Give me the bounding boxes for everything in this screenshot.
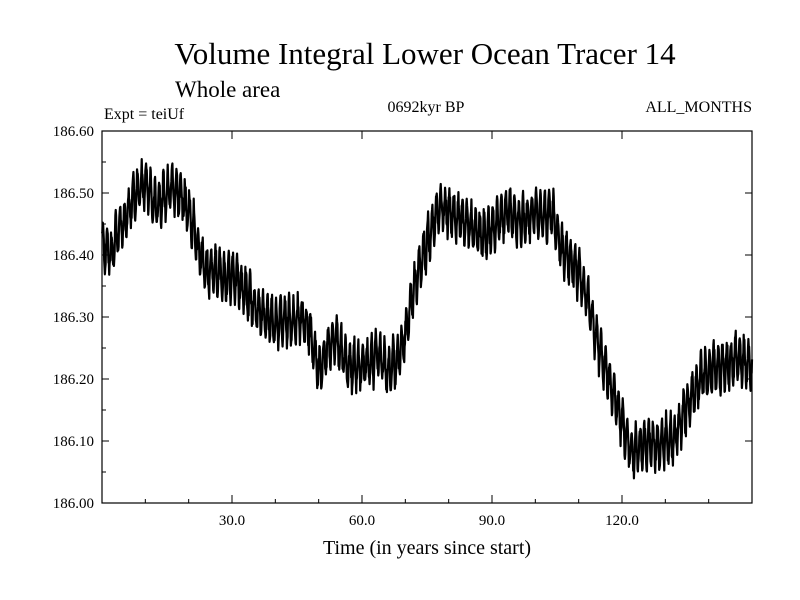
x-axis: 30.0 60.0 90.0 120.0 bbox=[144, 131, 710, 529]
y-tick-label: 186.10 bbox=[53, 434, 94, 450]
months-label: ALL_MONTHS bbox=[645, 99, 752, 116]
y-tick-label: 186.40 bbox=[53, 248, 94, 264]
x-tick-label: 90.0 bbox=[479, 513, 505, 529]
y-tick-label: 186.50 bbox=[53, 186, 94, 202]
x-axis-label: Time (in years since start) bbox=[323, 537, 531, 559]
period-label: 0692kyr BP bbox=[388, 99, 465, 116]
y-tick-label: 186.30 bbox=[53, 310, 94, 326]
x-tick-label: 30.0 bbox=[219, 513, 245, 529]
x-tick-label: 120.0 bbox=[605, 513, 639, 529]
y-tick-label: 186.00 bbox=[53, 496, 94, 512]
y-axis: 186.00 186.10 186.20 186.30 186.40 186.50 186.… bbox=[53, 124, 752, 512]
y-tick-label: 186.60 bbox=[53, 124, 94, 140]
x-tick-label: 60.0 bbox=[349, 513, 375, 529]
series-line bbox=[100, 158, 754, 480]
chart-title: Volume Integral Lower Ocean Tracer 14 bbox=[174, 36, 676, 71]
chart-subtitle: Whole area bbox=[175, 77, 280, 102]
expt-label: Expt = teiUf bbox=[104, 106, 185, 123]
y-tick-label: 186.20 bbox=[53, 372, 94, 388]
